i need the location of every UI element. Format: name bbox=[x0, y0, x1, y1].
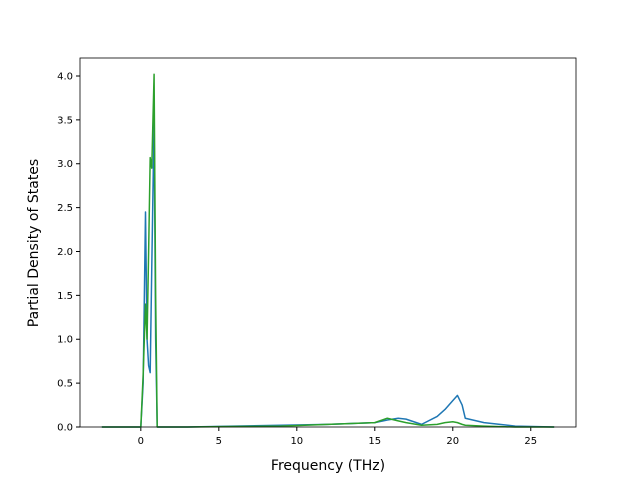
y-tick-label: 3.0 bbox=[57, 159, 73, 170]
y-tick-label: 4.0 bbox=[57, 71, 73, 82]
x-tick-label: 25 bbox=[524, 436, 537, 447]
x-tick-label: 20 bbox=[446, 436, 459, 447]
y-axis-label: Partial Density of States bbox=[26, 159, 42, 327]
y-tick-label: 1.0 bbox=[57, 335, 73, 346]
y-tick-label: 0.5 bbox=[57, 379, 73, 390]
y-tick-label: 3.5 bbox=[57, 115, 73, 126]
series-line bbox=[101, 73, 555, 428]
y-tick-label: 1.5 bbox=[57, 291, 73, 302]
x-axis-label: Frequency (THz) bbox=[271, 458, 385, 474]
plot-frame bbox=[79, 57, 577, 428]
x-tick-label: 0 bbox=[138, 436, 144, 447]
y-tick-label: 2.0 bbox=[57, 247, 73, 258]
y-tick-label: 2.5 bbox=[57, 203, 73, 214]
y-tick-label: 0.0 bbox=[57, 423, 73, 434]
x-tick-label: 5 bbox=[216, 436, 222, 447]
series-line bbox=[101, 119, 555, 428]
x-tick-label: 15 bbox=[368, 436, 381, 447]
x-tick-label: 10 bbox=[290, 436, 303, 447]
